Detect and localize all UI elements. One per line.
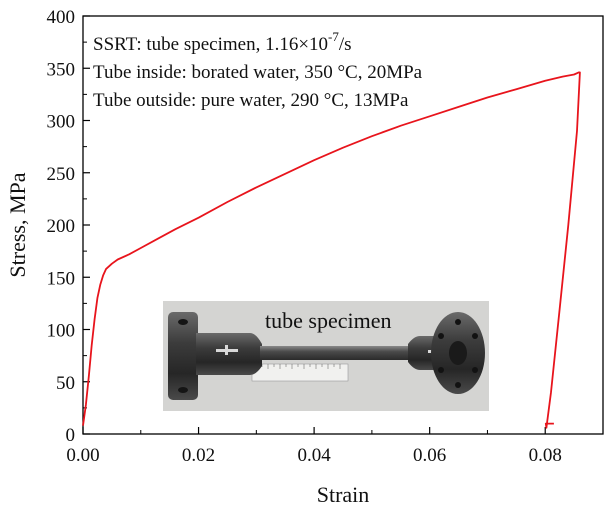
x-tick-label: 0.00 <box>66 445 99 466</box>
y-tick-label: 50 <box>56 373 75 394</box>
y-axis-title: Stress, MPa <box>5 172 30 277</box>
x-tick-label: 0.06 <box>413 445 446 466</box>
y-tick-label: 300 <box>47 112 76 133</box>
tube-specimen-photo: tube specimen <box>163 301 489 411</box>
inset-caption: tube specimen <box>265 308 391 333</box>
annotation-tube-inside: Tube inside: borated water, 350 °C, 20MP… <box>93 62 423 83</box>
x-tick-label: 0.04 <box>297 445 331 466</box>
x-axis-title: Strain <box>317 482 370 507</box>
annotation-tube-outside: Tube outside: pure water, 290 °C, 13MPa <box>93 90 409 111</box>
annotation-ssrt: SSRT: tube specimen, 1.16×10-7/s <box>93 29 352 55</box>
photo-left-body <box>196 333 262 375</box>
annotation-block: SSRT: tube specimen, 1.16×10-7/s Tube in… <box>93 29 423 111</box>
annotation-ssrt-exponent: -7 <box>328 29 339 44</box>
series-line <box>82 71 581 429</box>
y-tick-label: 100 <box>47 321 76 342</box>
annotation-ssrt-unit: /s <box>339 34 352 55</box>
y-tick-label: 0 <box>66 425 76 446</box>
x-axis-ticks: 0.00 0.02 0.04 0.06 0.08 <box>66 427 562 466</box>
y-tick-label: 250 <box>47 164 76 185</box>
x-tick-label: 0.08 <box>529 445 562 466</box>
photo-left-flange <box>168 312 198 400</box>
annotation-ssrt-text: SSRT: tube specimen, 1.16×10 <box>93 34 328 55</box>
y-tick-label: 400 <box>47 7 76 28</box>
y-tick-label: 150 <box>47 268 76 289</box>
photo-ruler <box>251 363 349 382</box>
photo-gauge-rod <box>260 346 410 360</box>
x-tick-label: 0.02 <box>182 445 215 466</box>
y-tick-label: 350 <box>47 59 76 80</box>
y-tick-label: 200 <box>47 216 76 237</box>
y-axis-ticks: 0 50 100 150 200 250 300 350 400 <box>47 7 90 446</box>
series-layer <box>82 71 581 429</box>
photo-ruler-ticks <box>255 364 341 369</box>
